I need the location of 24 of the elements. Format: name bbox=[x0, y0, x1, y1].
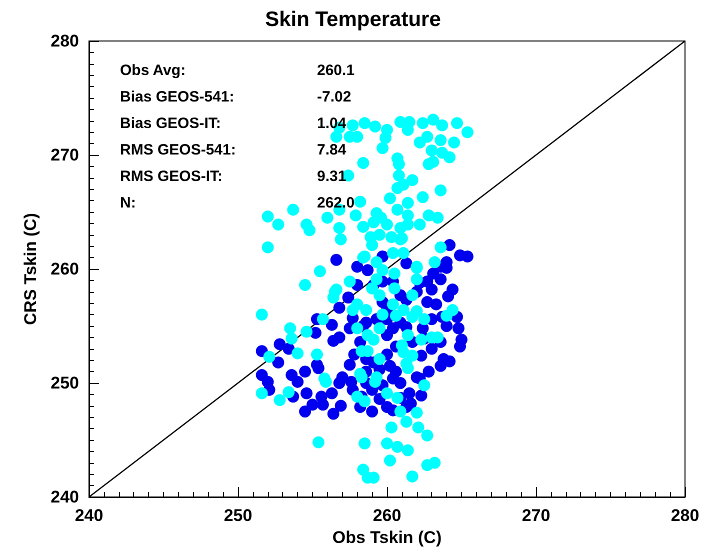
y-tick-label: 250 bbox=[50, 374, 79, 392]
x-tick-label: 280 bbox=[670, 506, 700, 525]
y-tick-label: 280 bbox=[50, 32, 79, 50]
x-tick-label: 250 bbox=[224, 506, 252, 525]
annotation: 262.0 bbox=[317, 194, 355, 212]
annotation: 7.84 bbox=[317, 142, 347, 158]
annotation: RMS GEOS-IT: bbox=[120, 168, 223, 185]
annotation: RMS GEOS-541: bbox=[120, 142, 236, 158]
x-tick-label: 260 bbox=[372, 506, 402, 525]
x-tick-label: 270 bbox=[522, 506, 550, 525]
annotation: N: bbox=[120, 194, 136, 212]
annotation: 1.04 bbox=[317, 115, 347, 132]
x-axis-title: Obs Tskin (C) bbox=[332, 528, 442, 547]
y-tick-label: 260 bbox=[50, 260, 79, 278]
y-tick-label: 240 bbox=[50, 488, 79, 506]
x-tick-label: 240 bbox=[74, 506, 104, 525]
y-axis-title: CRS Tskin (C) bbox=[21, 212, 40, 326]
y-tick-label: 270 bbox=[50, 146, 79, 164]
chart-title: Skin Temperature bbox=[265, 8, 441, 31]
annotation: Bias GEOS-541: bbox=[120, 88, 234, 106]
annotation: Obs Avg: bbox=[120, 62, 186, 79]
annotation: -7.02 bbox=[317, 88, 352, 106]
annotation: 260.1 bbox=[317, 62, 355, 79]
annotation: Bias GEOS-IT: bbox=[120, 115, 221, 132]
